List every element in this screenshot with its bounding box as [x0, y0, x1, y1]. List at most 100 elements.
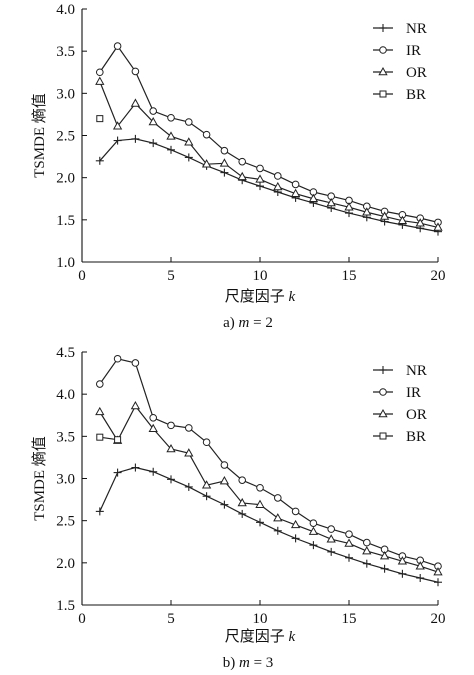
chart-a-series-or [95, 76, 443, 231]
chart-a-legend: NR IR OR BR [373, 21, 427, 103]
chart-a-point-or [148, 116, 158, 126]
chart-b-point-nr [416, 574, 425, 583]
chart-b-x-tick-label: 10 [253, 611, 268, 627]
chart-a-y-tick-label: 3.0 [56, 86, 75, 102]
chart-b-point-nr [184, 482, 193, 491]
chart-b-point-or [308, 526, 319, 535]
chart-b-y-tick-label: 1.5 [56, 598, 75, 614]
chart-a-point-or [379, 211, 390, 220]
chart-a-legend-marker-nr [379, 24, 387, 32]
chart-b-caption: b) m = 3 [223, 655, 274, 671]
chart-a-point-or [255, 174, 265, 183]
chart-b-point-or [397, 556, 408, 565]
chart-a-point-or [415, 218, 425, 227]
chart-b-y-tick-label: 4.5 [56, 345, 75, 361]
chart-b-y-tick-label: 2.0 [56, 556, 75, 572]
chart-a-series-nr [95, 134, 442, 236]
chart-b-point-nr [238, 509, 247, 518]
chart-a-point-or [237, 171, 247, 181]
chart-a-point-ir [167, 113, 175, 122]
chart-b-point-or [379, 551, 390, 560]
chart-a-point-nr [149, 139, 158, 148]
chart-panel-b: 1.5 2.0 2.5 3.0 3.5 4.0 4.5 0 5 10 15 20 TSMDE 熵值尺度因… [31, 345, 446, 671]
chart-a-x-tick-label: 5 [167, 268, 175, 284]
chart-b-point-nr [95, 507, 104, 516]
chart-a-point-nr [131, 134, 140, 143]
chart-b-point-nr [309, 541, 318, 550]
chart-b-point-br [114, 436, 122, 444]
chart-b-x-axis-label-var: k [289, 629, 296, 645]
chart-a-point-ir [220, 146, 229, 155]
chart-b-point-nr [131, 463, 140, 472]
chart-a-caption-prefix: a) [223, 315, 238, 331]
chart-a-legend-label-br: BR [406, 87, 426, 103]
chart-a-x-axis-label-var: k [289, 289, 296, 305]
chart-b-point-nr [380, 564, 389, 573]
chart-panel-a: 1.0 1.5 2.0 2.5 3.0 3.5 4.0 0 5 10 15 20 TSMDE 熵值尺度因… [31, 2, 446, 331]
chart-b-point-nr [273, 526, 282, 535]
chart-a-x-tick-label: 20 [431, 268, 446, 284]
chart-b-y-axis-label: TSMDE 熵值 [31, 436, 48, 521]
chart-a-point-or [308, 193, 319, 203]
chart-b-y-tick-label: 4.0 [56, 387, 75, 403]
chart-a-x-tick-label: 10 [253, 268, 268, 284]
chart-a-y-axis-label: TSMDE 熵值 [31, 93, 48, 178]
chart-b-y-tick-label: 3.0 [56, 472, 75, 488]
chart-b-point-or [184, 448, 194, 457]
chart-a-point-ir [149, 107, 157, 115]
chart-a-point-nr [220, 168, 229, 177]
chart-b-point-or [237, 497, 247, 507]
chart-b-x-axis-label: 尺度因子 k [225, 628, 296, 645]
chart-b-point-nr [167, 475, 175, 484]
chart-b-point-or [290, 519, 301, 529]
chart-b-point-or [362, 546, 372, 555]
chart-b-y-tick-label: 3.5 [56, 429, 75, 445]
chart-a-point-ir [256, 164, 264, 173]
chart-a-point-ir [131, 67, 140, 76]
chart-b-point-nr [362, 559, 371, 568]
chart-b-caption-suffix: = 3 [250, 655, 273, 671]
chart-b-legend: NR IR OR BR [373, 363, 427, 445]
chart-a-point-or [344, 202, 354, 211]
chart-b-point-or [130, 400, 141, 410]
chart-b-point-nr [291, 534, 300, 543]
chart-a-point-or [130, 98, 141, 107]
chart-b-point-or [255, 499, 265, 508]
chart-a-point-or [95, 76, 105, 85]
chart-a-y-tick-label: 2.5 [56, 129, 75, 145]
chart-b-legend-label-br: BR [406, 429, 426, 445]
chart-b-point-or [415, 561, 425, 570]
chart-b-x-tick-label: 0 [78, 611, 86, 627]
chart-a-point-nr [256, 182, 264, 191]
chart-b-point-nr [256, 518, 264, 527]
chart-a-point-or [184, 137, 194, 146]
chart-b-point-ir [202, 438, 211, 447]
chart-b-x-tick-label: 20 [431, 611, 446, 627]
chart-a-series-ir [96, 42, 442, 227]
chart-a-legend-label-ir: IR [406, 43, 421, 59]
chart-b-point-or [326, 534, 336, 543]
chart-a-point-ir [274, 172, 282, 180]
chart-b-point-or [433, 567, 443, 576]
chart-b-x-axis-label-text: 尺度因子 [225, 628, 289, 645]
chart-a-point-or [112, 121, 123, 130]
chart-b-x-tick-label: 5 [167, 611, 175, 627]
chart-a-legend-marker-or [378, 66, 388, 76]
chart-a-caption: a) m = 2 [223, 315, 273, 331]
chart-a-point-or [397, 215, 408, 224]
chart-b-point-nr [434, 578, 442, 587]
chart-b-y-tick-label: 2.5 [56, 514, 75, 530]
chart-b-legend-marker-br [379, 432, 387, 440]
chart-b-point-or [95, 406, 105, 416]
chart-b-point-nr [327, 547, 336, 556]
chart-b-point-nr [149, 467, 158, 476]
chart-b-point-nr [113, 468, 122, 477]
chart-b-point-or [219, 476, 230, 485]
chart-a-point-ir [291, 180, 300, 189]
chart-b-series-nr [95, 463, 442, 587]
chart-b-point-or [201, 480, 212, 489]
chart-b-legend-label-or: OR [406, 407, 427, 423]
chart-b-point-ir [185, 424, 193, 432]
chart-b-point-or [273, 513, 283, 522]
chart-a-legend-label-or: OR [406, 65, 427, 81]
